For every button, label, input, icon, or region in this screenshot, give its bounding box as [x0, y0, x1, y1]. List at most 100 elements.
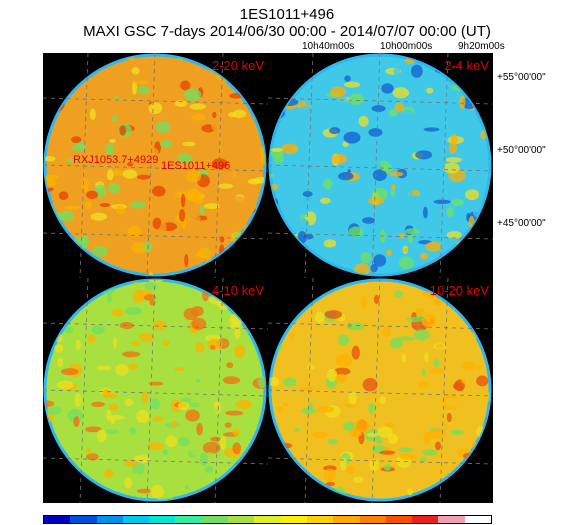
texture-blob [352, 430, 363, 437]
texture-blob [230, 306, 246, 314]
texture-blob [194, 133, 207, 148]
texture-blob [150, 485, 164, 499]
texture-blob [56, 496, 72, 500]
texture-blob [270, 286, 281, 298]
texture-blob [84, 200, 93, 210]
texture-blob [450, 249, 467, 258]
texture-blob [108, 182, 121, 194]
color-scale-bar [43, 515, 492, 524]
texture-blob [235, 399, 253, 410]
texture-blob [321, 159, 329, 171]
texture-blob [433, 343, 447, 350]
texture-blob [381, 83, 394, 94]
texture-blob [120, 197, 128, 204]
texture-blob [323, 239, 337, 248]
texture-blob [433, 199, 451, 204]
texture-blob [240, 485, 251, 496]
texture-blob [275, 406, 284, 412]
texture-blob [273, 291, 281, 299]
texture-blob [485, 124, 490, 133]
texture-blob [360, 252, 371, 264]
texture-blob [481, 489, 490, 500]
texture-blob [270, 376, 280, 387]
texture-blob [129, 427, 137, 435]
texture-blob [417, 270, 434, 275]
texture-blob [443, 494, 450, 500]
texture-blob [219, 236, 225, 243]
texture-blob [413, 329, 430, 341]
texture-blob [386, 229, 403, 240]
texture-blob [190, 443, 203, 456]
texture-blob [451, 198, 464, 206]
texture-blob [277, 293, 286, 305]
texture-blob [89, 108, 96, 120]
dec-grid-line [268, 389, 493, 397]
texture-blob [148, 102, 163, 114]
texture-blob [295, 251, 312, 259]
texture-blob [369, 459, 379, 472]
color-scale-step [280, 516, 307, 523]
color-scale-step [254, 516, 281, 523]
texture-blob [136, 409, 150, 424]
texture-blob [66, 158, 78, 163]
texture-blob [406, 316, 424, 323]
sky-disk [43, 278, 267, 502]
texture-blob [343, 131, 361, 144]
dec-grid-line [43, 322, 268, 330]
texture-blob [302, 191, 313, 197]
color-scale-step [228, 516, 255, 523]
texture-blob [379, 395, 386, 405]
texture-blob [361, 295, 367, 309]
texture-blob [75, 339, 81, 351]
texture-blob [148, 381, 164, 386]
texture-blob [222, 376, 241, 385]
texture-blob [225, 481, 232, 493]
texture-blob [423, 127, 440, 132]
texture-blob [417, 381, 430, 388]
texture-blob [352, 476, 364, 483]
ra-grid-line [304, 53, 314, 278]
texture-blob [131, 313, 138, 321]
texture-blob [482, 268, 489, 275]
texture-blob [146, 442, 165, 450]
texture-blob [382, 326, 391, 337]
source-label: 1ES1011+496 [161, 160, 231, 172]
texture-blob [316, 103, 326, 114]
texture-blob [404, 109, 412, 116]
texture-blob [335, 76, 345, 86]
texture-blob [212, 111, 217, 119]
energy-band-label: 10-20 keV [429, 283, 489, 298]
texture-blob [466, 241, 481, 249]
texture-blob [113, 337, 118, 350]
texture-blob [106, 292, 112, 303]
texture-blob [91, 324, 105, 335]
texture-blob [234, 344, 246, 358]
texture-blob [86, 453, 99, 461]
ra-grid-line [146, 53, 156, 278]
texture-blob [415, 150, 433, 160]
texture-blob [283, 459, 294, 474]
texture-blob [351, 345, 360, 360]
texture-blob [322, 178, 333, 190]
texture-blob [235, 241, 246, 249]
texture-blob [474, 486, 488, 500]
texture-blob [124, 398, 134, 406]
texture-blob [309, 63, 320, 68]
texture-blob [362, 217, 375, 224]
texture-blob [346, 322, 364, 331]
dec-grid-line [43, 232, 268, 240]
texture-blob [134, 389, 141, 399]
texture-blob [131, 242, 147, 254]
texture-blob [159, 139, 173, 148]
texture-blob [174, 367, 185, 372]
texture-blob [282, 402, 289, 407]
texture-blob [90, 212, 107, 221]
texture-blob [57, 285, 67, 292]
texture-blob [74, 393, 82, 407]
texture-blob [160, 221, 167, 234]
texture-blob [254, 265, 259, 271]
texture-blob [393, 290, 404, 298]
texture-blob [422, 449, 438, 456]
texture-blob [307, 491, 321, 500]
